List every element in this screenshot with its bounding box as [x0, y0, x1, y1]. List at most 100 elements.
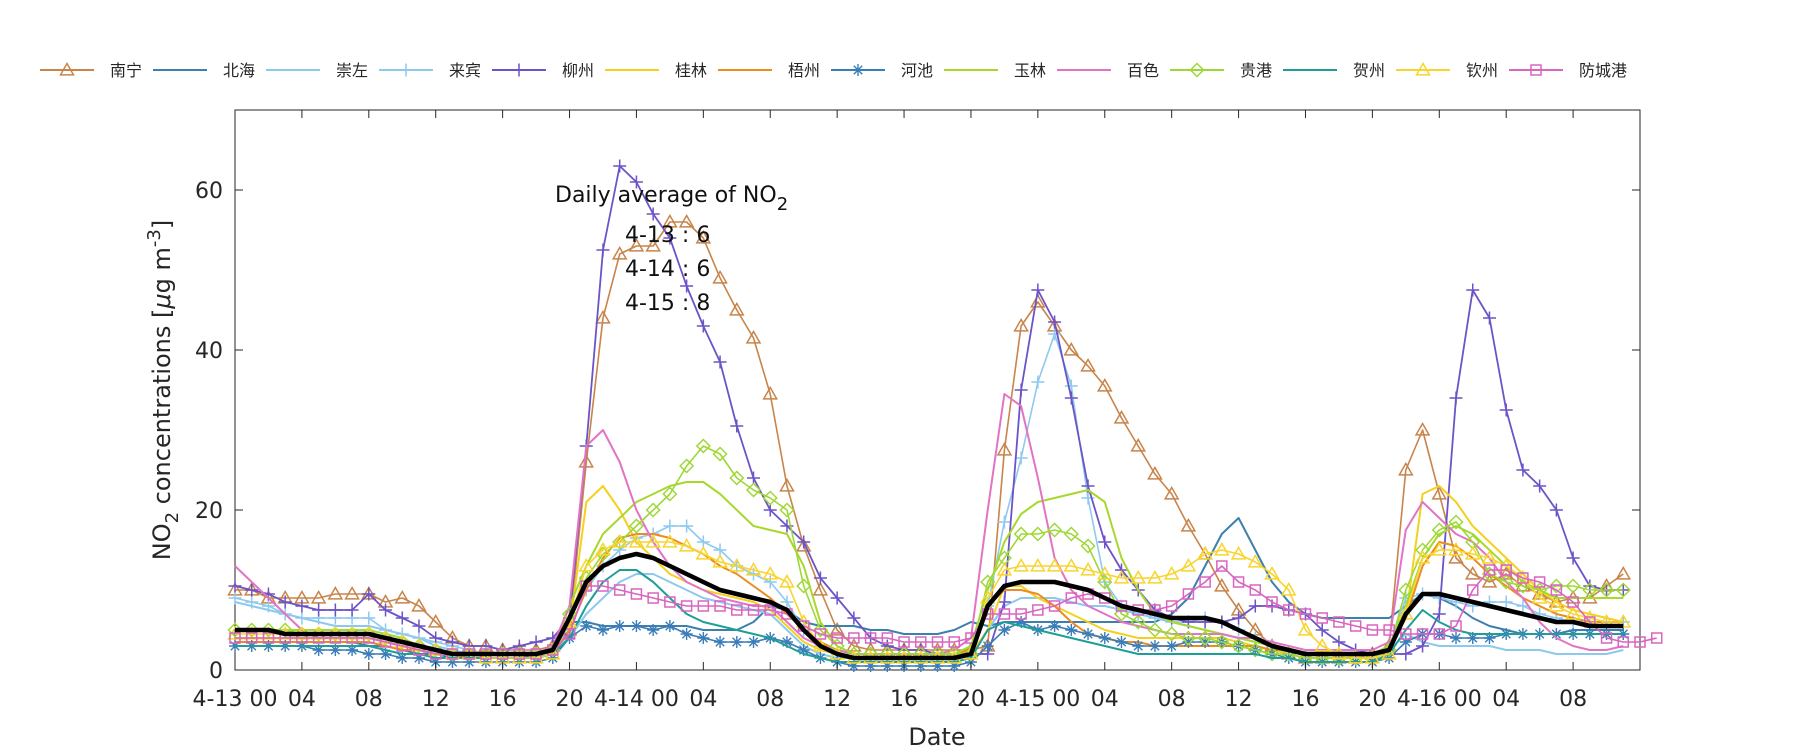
data-point [513, 656, 526, 668]
legend-label: 柳州 [562, 61, 594, 80]
data-point [647, 592, 659, 604]
x-tick-label: 16 [890, 687, 918, 712]
y-tick-label: 40 [195, 339, 223, 364]
y-axis-title-close: ] [148, 220, 176, 229]
data-point [1013, 557, 1029, 572]
data-point [1199, 576, 1211, 588]
y-axis-title-rest: concentrations [ [148, 309, 176, 512]
data-point [1165, 640, 1178, 652]
data-point [980, 574, 996, 590]
data-point [1398, 461, 1414, 476]
data-point [797, 535, 811, 549]
data-point [1214, 634, 1230, 650]
x-tick-label: 4-15 00 [995, 687, 1080, 712]
data-point [697, 632, 710, 644]
data-point [1481, 573, 1498, 588]
data-point [611, 533, 628, 548]
legend-label: 防城港 [1579, 61, 1627, 80]
data-point [931, 660, 944, 672]
data-point [630, 620, 643, 632]
data-point [896, 646, 912, 662]
x-tick-label: 04 [1091, 687, 1119, 712]
data-point [1247, 553, 1264, 568]
data-point [881, 632, 894, 644]
legend-item: 百色 [1057, 61, 1159, 80]
data-point [1634, 636, 1646, 648]
legend-label: 百色 [1127, 61, 1159, 80]
y-tick-label: 20 [195, 499, 223, 524]
legend-item: 防城港 [1509, 61, 1627, 80]
data-point [1548, 578, 1564, 594]
data-point [779, 502, 795, 518]
data-point [563, 628, 576, 640]
data-point [478, 649, 494, 664]
data-point [1533, 479, 1547, 493]
data-point [898, 636, 910, 648]
data-point [580, 620, 593, 632]
data-point [730, 419, 744, 433]
data-point [1096, 565, 1113, 580]
data-point [629, 175, 643, 189]
data-point [763, 575, 777, 589]
x-tick-label: 04 [1492, 687, 1520, 712]
data-point [1615, 582, 1631, 598]
legend-label: 贺州 [1353, 61, 1385, 80]
data-point [1249, 584, 1262, 596]
x-tick-label: 12 [422, 687, 450, 712]
x-axis-title: Date [908, 723, 965, 750]
legend-label: 河池 [901, 61, 933, 80]
data-point [678, 213, 695, 228]
data-point [613, 620, 626, 632]
legend-label: 来宾 [449, 61, 481, 80]
data-point [780, 636, 793, 648]
data-point [1165, 600, 1178, 612]
data-point [1550, 584, 1563, 596]
data-point [695, 438, 711, 454]
data-point [1247, 642, 1263, 658]
data-point [997, 515, 1011, 529]
data-point [1549, 503, 1563, 517]
data-point [1048, 620, 1061, 632]
data-point [812, 622, 828, 638]
x-tick-label: 4-14 00 [594, 687, 679, 712]
data-point [1080, 538, 1096, 554]
data-point [647, 624, 660, 636]
annotation-line-3: 4-15 : 8 [625, 291, 710, 316]
data-point [362, 587, 376, 601]
data-point [1046, 557, 1063, 572]
annotation-line-1: 4-13 : 6 [625, 223, 710, 248]
legend-item: 钦州 [1396, 61, 1498, 80]
data-point [228, 591, 242, 605]
data-point [1600, 632, 1613, 644]
data-point [879, 646, 895, 662]
legend: 南宁 北海 崇左 来宾 柳州 桂林 梧州 河池 玉林 百色 贵港 贺州 钦州 防城港 [40, 61, 1627, 80]
data-point [645, 237, 661, 252]
data-point [1164, 626, 1180, 642]
data-point [645, 533, 661, 548]
data-point [981, 640, 994, 652]
data-point [730, 636, 743, 648]
data-point [1448, 549, 1464, 564]
data-point [1032, 604, 1044, 616]
data-point [611, 245, 628, 260]
data-point [1197, 545, 1213, 560]
data-point [795, 537, 812, 552]
data-point [1031, 375, 1045, 389]
data-point [695, 229, 712, 244]
data-point [1064, 379, 1078, 393]
data-point [662, 486, 678, 502]
data-point [1448, 514, 1464, 530]
data-point [1065, 592, 1078, 604]
data-point [1532, 582, 1548, 598]
data-point [780, 595, 794, 609]
data-point [395, 611, 409, 625]
x-tick-label: 4-16 00 [1397, 687, 1482, 712]
legend-label: 北海 [223, 61, 255, 80]
legend-label: 贵港 [1240, 61, 1272, 80]
legend-item: 河池 [831, 61, 933, 80]
data-point [1014, 451, 1028, 465]
data-point [1548, 597, 1565, 612]
data-point [663, 519, 677, 533]
data-point [1416, 639, 1430, 653]
legend-item: 贺州 [1283, 61, 1385, 80]
